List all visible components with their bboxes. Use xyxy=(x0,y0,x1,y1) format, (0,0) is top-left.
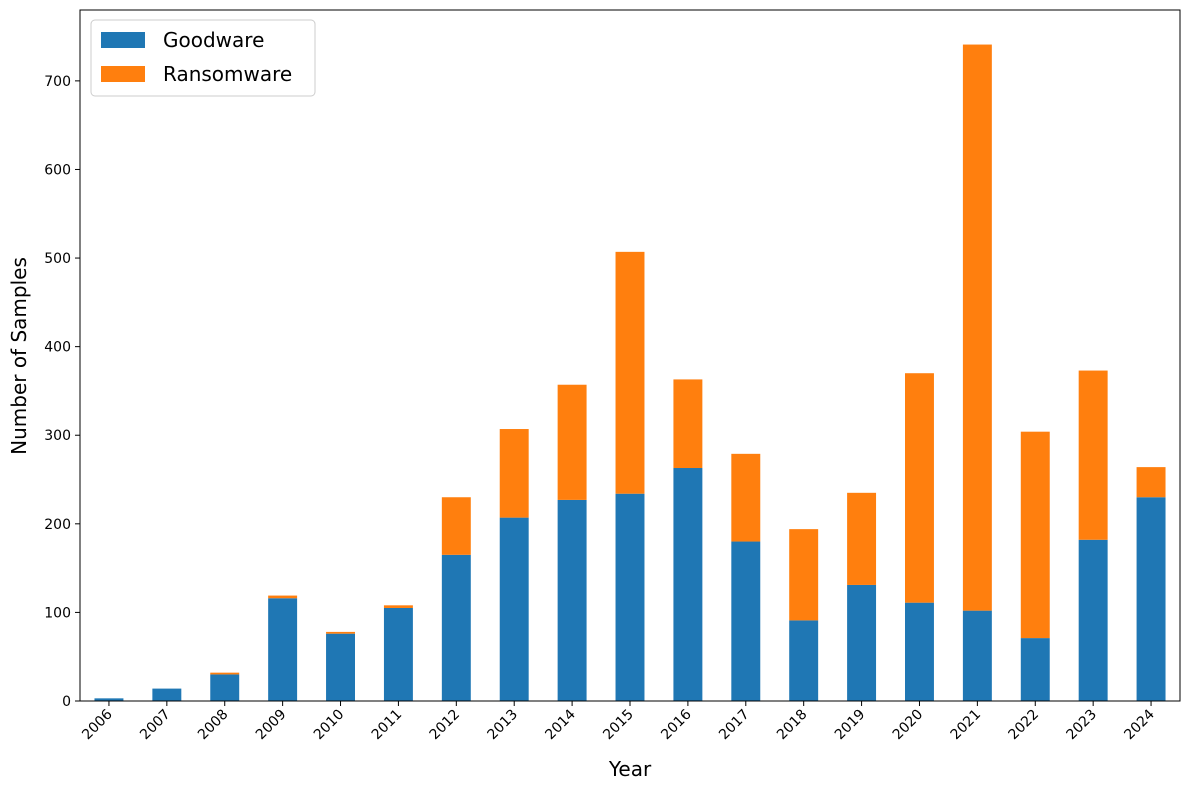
bars-layer xyxy=(94,44,1166,701)
bar-ransomware-2011 xyxy=(383,605,413,608)
bar-goodware-2010 xyxy=(326,633,355,701)
x-tick-label-2011: 2011 xyxy=(369,707,406,744)
bar-goodware-2023 xyxy=(1078,539,1108,701)
bar-ransomware-2008 xyxy=(210,672,240,675)
legend: Goodware Ransomware xyxy=(90,19,316,97)
bar-ransomware-2023 xyxy=(1078,370,1108,540)
bar-goodware-2016 xyxy=(673,468,703,701)
x-tick-label-2023: 2023 xyxy=(1063,707,1100,744)
bar-goodware-2018 xyxy=(789,620,819,701)
bar-ransomware-2010 xyxy=(326,631,355,634)
y-axis: 0 100 200 300 400 500 600 700 xyxy=(44,74,80,710)
y-tick-label: 0 xyxy=(62,694,71,710)
bar-goodware-2013 xyxy=(499,517,529,701)
x-tick-label-2012: 2012 xyxy=(427,707,464,744)
y-tick-label: 500 xyxy=(44,251,71,267)
legend-label-goodware: Goodware xyxy=(163,28,264,52)
x-tick-label-2016: 2016 xyxy=(658,706,695,743)
bar-goodware-2021 xyxy=(962,610,992,701)
legend-box xyxy=(90,19,316,97)
x-tick-label-2007: 2007 xyxy=(137,707,174,744)
x-axis-title: Year xyxy=(608,757,652,781)
bar-goodware-2012 xyxy=(441,554,471,701)
bar-ransomware-2017 xyxy=(731,453,761,542)
bar-goodware-2014 xyxy=(557,499,587,701)
bar-ransomware-2013 xyxy=(499,429,529,518)
bar-goodware-2019 xyxy=(847,584,877,701)
y-tick-label: 100 xyxy=(44,605,71,621)
x-tick-label-2006: 2006 xyxy=(79,706,116,743)
bar-goodware-2006 xyxy=(94,698,124,701)
x-tick-label-2008: 2008 xyxy=(195,707,232,744)
bar-ransomware-2016 xyxy=(673,379,703,469)
bar-ransomware-2018 xyxy=(789,529,819,621)
bar-ransomware-2021 xyxy=(962,44,992,611)
bar-ransomware-2020 xyxy=(905,373,934,603)
bar-goodware-2009 xyxy=(268,598,298,701)
x-tick-label-2022: 2022 xyxy=(1006,707,1043,744)
bar-goodware-2022 xyxy=(1020,638,1050,701)
x-axis: 2006 2007 2008 2009 2010 2011 2012 2013 2014 2015… xyxy=(79,701,1158,743)
bar-ransomware-2015 xyxy=(615,251,645,494)
legend-label-ransomware: Ransomware xyxy=(163,62,292,86)
bar-ransomware-2022 xyxy=(1020,431,1050,639)
bar-goodware-2011 xyxy=(383,607,413,701)
bar-goodware-2017 xyxy=(731,541,761,701)
x-tick-label-2024: 2024 xyxy=(1121,706,1158,743)
x-tick-label-2015: 2015 xyxy=(600,707,637,744)
y-tick-label: 700 xyxy=(44,74,71,90)
legend-swatch-goodware xyxy=(101,32,145,48)
x-tick-label-2017: 2017 xyxy=(716,707,753,744)
legend-swatch-ransomware xyxy=(101,66,145,82)
x-tick-label-2013: 2013 xyxy=(485,707,522,744)
x-tick-label-2014: 2014 xyxy=(542,706,579,743)
bar-goodware-2015 xyxy=(615,493,645,701)
bar-goodware-2020 xyxy=(905,602,934,701)
y-tick-label: 400 xyxy=(44,340,71,356)
bar-ransomware-2024 xyxy=(1136,467,1166,498)
bar-goodware-2024 xyxy=(1136,497,1166,701)
y-tick-label: 300 xyxy=(44,428,71,444)
x-tick-label-2020: 2020 xyxy=(890,707,927,744)
y-axis-title: Number of Samples xyxy=(7,257,31,455)
bar-ransomware-2012 xyxy=(441,497,471,555)
x-tick-label-2010: 2010 xyxy=(311,707,348,744)
y-tick-label: 600 xyxy=(44,162,71,178)
x-tick-label-2019: 2019 xyxy=(832,707,869,744)
bar-goodware-2007 xyxy=(152,688,182,701)
x-tick-label-2009: 2009 xyxy=(253,707,290,744)
y-tick-label: 200 xyxy=(44,517,71,533)
x-tick-label-2021: 2021 xyxy=(948,707,985,744)
bar-ransomware-2019 xyxy=(847,492,877,585)
x-tick-label-2018: 2018 xyxy=(774,707,811,744)
bar-ransomware-2009 xyxy=(268,595,298,599)
bar-ransomware-2014 xyxy=(557,384,587,500)
bar-goodware-2008 xyxy=(210,674,240,701)
